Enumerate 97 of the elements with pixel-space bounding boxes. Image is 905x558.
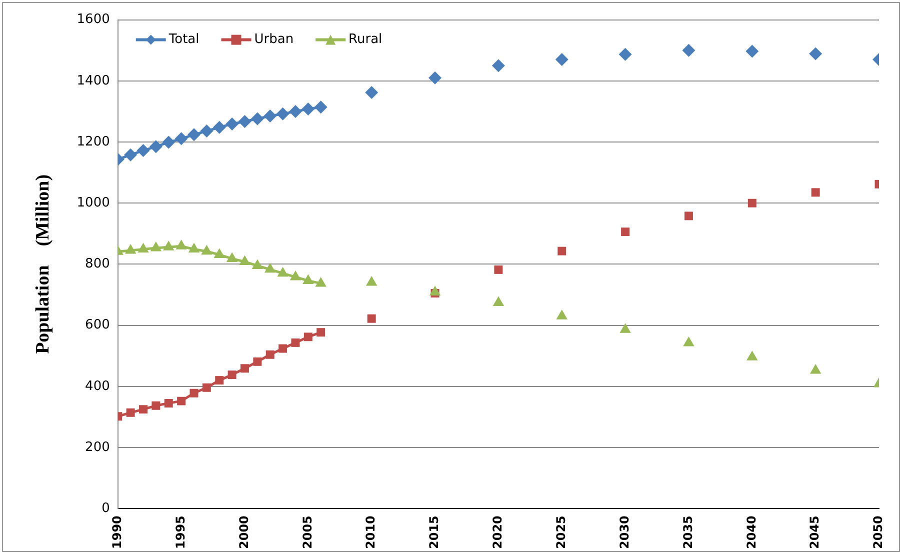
y-tick-label: 200 bbox=[85, 440, 110, 455]
point bbox=[188, 242, 200, 252]
point bbox=[174, 132, 188, 146]
point bbox=[240, 364, 249, 373]
point bbox=[228, 370, 236, 380]
point bbox=[367, 314, 376, 323]
point bbox=[177, 396, 186, 406]
point bbox=[162, 240, 174, 250]
legend-label: Total bbox=[168, 32, 200, 48]
x-tick-label: 2025 bbox=[554, 516, 568, 550]
point bbox=[748, 198, 756, 208]
point bbox=[226, 117, 239, 130]
point bbox=[264, 110, 277, 123]
x-tick-label: 2050 bbox=[871, 516, 886, 550]
point bbox=[201, 244, 212, 255]
x-tick-label: 2045 bbox=[808, 516, 822, 550]
point bbox=[264, 262, 276, 273]
point bbox=[226, 252, 238, 262]
point bbox=[187, 128, 200, 142]
point bbox=[683, 336, 694, 346]
point bbox=[302, 102, 315, 116]
point bbox=[494, 265, 503, 274]
x-tick-label: 1995 bbox=[173, 516, 188, 550]
point bbox=[139, 405, 148, 414]
point bbox=[190, 388, 198, 398]
x-tick-label: 2010 bbox=[364, 516, 378, 550]
point bbox=[138, 242, 149, 252]
point bbox=[746, 44, 759, 58]
point bbox=[492, 296, 504, 306]
y-axis-title: Population (Million) bbox=[32, 174, 54, 354]
point bbox=[214, 248, 225, 258]
legend-label: Rural bbox=[348, 32, 382, 48]
point bbox=[314, 100, 328, 114]
point bbox=[492, 59, 505, 72]
point bbox=[252, 259, 264, 269]
x-tick-label: 1990 bbox=[110, 516, 124, 550]
point bbox=[618, 48, 632, 61]
point bbox=[136, 144, 150, 158]
y-tick-label: 800 bbox=[85, 256, 110, 272]
point bbox=[266, 350, 274, 359]
point bbox=[809, 47, 822, 60]
point bbox=[202, 383, 211, 392]
y-tick-label: 1200 bbox=[76, 134, 110, 150]
point bbox=[316, 328, 326, 337]
x-tick-label: 2020 bbox=[490, 516, 505, 550]
point bbox=[365, 86, 378, 100]
point bbox=[366, 276, 378, 286]
legend-label: Urban bbox=[254, 32, 294, 48]
point bbox=[315, 276, 326, 287]
point bbox=[556, 310, 568, 320]
point bbox=[684, 212, 693, 220]
x-tick-label: 2040 bbox=[744, 516, 758, 550]
point bbox=[290, 270, 302, 280]
point bbox=[276, 107, 290, 120]
point bbox=[811, 188, 820, 197]
point bbox=[124, 148, 138, 162]
point bbox=[558, 246, 566, 256]
point bbox=[250, 112, 264, 126]
y-tick-label: 1400 bbox=[76, 73, 110, 88]
point bbox=[555, 53, 568, 66]
point bbox=[176, 240, 187, 250]
point bbox=[291, 338, 300, 347]
y-tick-label: 1000 bbox=[76, 195, 110, 210]
point bbox=[746, 350, 758, 360]
y-tick-label: 400 bbox=[85, 378, 110, 394]
point bbox=[126, 408, 135, 417]
point bbox=[162, 136, 176, 149]
point bbox=[253, 357, 262, 366]
y-tick-label: 1600 bbox=[76, 12, 110, 28]
point bbox=[149, 140, 162, 154]
point bbox=[215, 376, 224, 385]
x-tick-label: 2030 bbox=[617, 516, 632, 550]
x-tick-label: 2000 bbox=[236, 516, 251, 550]
point bbox=[429, 286, 441, 296]
point bbox=[620, 323, 631, 333]
point bbox=[238, 115, 252, 128]
point bbox=[212, 120, 226, 134]
point bbox=[278, 344, 288, 353]
point bbox=[152, 401, 160, 410]
point bbox=[682, 44, 696, 57]
x-tick-label: 2035 bbox=[680, 516, 695, 550]
point bbox=[304, 332, 312, 342]
point bbox=[239, 255, 250, 266]
point bbox=[621, 228, 630, 236]
point bbox=[810, 364, 822, 374]
point bbox=[288, 104, 302, 118]
x-tick-label: 2015 bbox=[427, 516, 442, 550]
point bbox=[124, 244, 136, 254]
point bbox=[428, 71, 442, 84]
point bbox=[277, 266, 288, 277]
point bbox=[150, 242, 162, 252]
point bbox=[302, 274, 314, 284]
y-tick-label: 0 bbox=[102, 500, 110, 516]
point bbox=[200, 124, 214, 138]
y-tick-label: 600 bbox=[85, 318, 110, 333]
x-tick-label: 2005 bbox=[300, 516, 314, 550]
point bbox=[164, 398, 173, 408]
